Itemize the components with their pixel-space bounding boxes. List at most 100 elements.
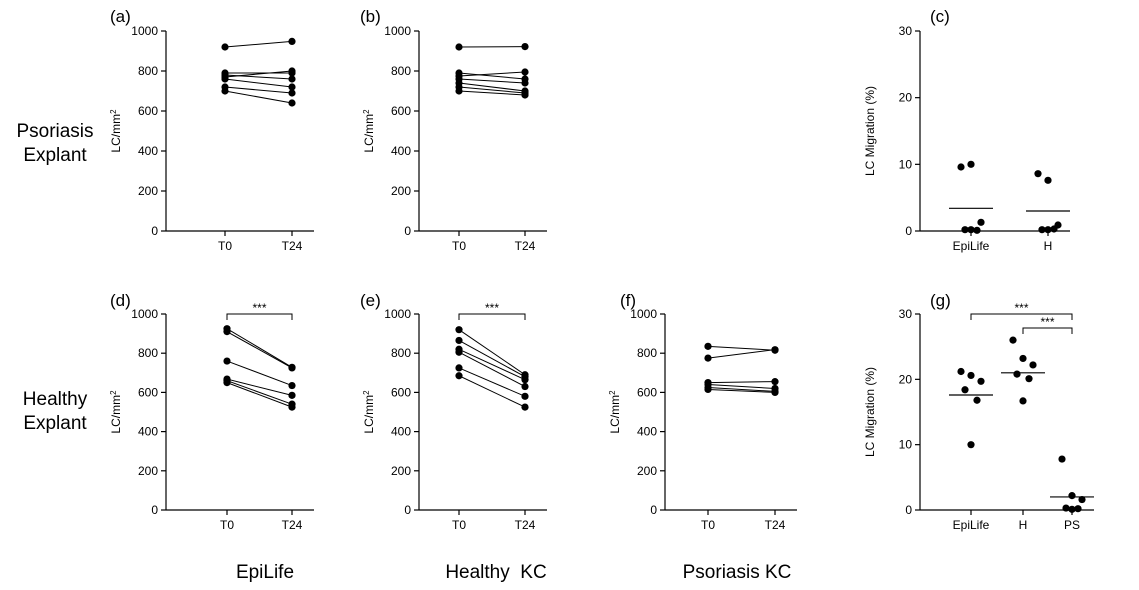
y-tick-label: 800 [391, 64, 411, 78]
data-point [288, 99, 296, 107]
x-tick-label: T0 [452, 518, 466, 532]
x-tick-label: H [1044, 239, 1053, 253]
significance-bracket [1022, 327, 1073, 334]
panel-letter: (b) [360, 7, 381, 26]
data-point [771, 346, 779, 354]
y-tick-label: 200 [138, 464, 158, 478]
paired-line [226, 331, 293, 369]
x-tick-label: T24 [515, 518, 536, 532]
data-point [288, 364, 296, 372]
paired-line [458, 86, 526, 94]
y-tick-label: 600 [391, 104, 411, 118]
paired-line [224, 40, 293, 48]
y-tick-label: 1000 [384, 24, 411, 38]
data-point [288, 37, 296, 46]
paired-line [458, 375, 526, 408]
data-point [455, 348, 463, 356]
paired-line [458, 82, 526, 92]
data-point [521, 403, 529, 411]
data-point [223, 357, 231, 365]
x-tick-label: PS [1064, 518, 1080, 532]
y-axis-title: LC/mm2 [109, 390, 124, 434]
x-tick-label: EpiLife [953, 518, 990, 532]
data-point [977, 377, 985, 385]
data-point [223, 379, 231, 387]
paired-line [224, 70, 293, 78]
y-tick-label: 30 [899, 24, 913, 38]
paired-line [224, 78, 293, 88]
data-point [288, 403, 296, 411]
paired-line [224, 90, 293, 104]
data-point [704, 354, 712, 362]
panel-letter: (a) [110, 7, 131, 26]
row-label-line-2: Explant [23, 413, 87, 434]
y-tick-label: 200 [138, 184, 158, 198]
data-point [967, 226, 975, 234]
data-point [521, 392, 529, 400]
paired-line [226, 382, 293, 408]
y-tick-label: 800 [637, 346, 657, 360]
y-tick-label: 400 [138, 144, 158, 158]
x-tick-label: H [1019, 518, 1028, 532]
y-tick-label: 400 [637, 425, 657, 439]
x-tick-label: EpiLife [953, 239, 990, 253]
panel-a: (a) 0 200 400 600 800 1000 T0 T24 LC/mm2 [109, 7, 314, 253]
y-tick-label: 1000 [384, 307, 411, 321]
y-tick-label: 400 [391, 425, 411, 439]
paired-line [458, 340, 526, 378]
y-tick-label: 200 [391, 464, 411, 478]
row-label-line-1: Psoriasis [16, 121, 94, 142]
y-tick-label: 600 [637, 385, 657, 399]
y-tick-label: 0 [905, 224, 912, 238]
x-tick-label: T0 [701, 518, 715, 532]
data-point [221, 87, 229, 95]
y-tick-label: 0 [404, 503, 411, 517]
paired-line [224, 86, 293, 94]
significance-label: *** [1040, 315, 1054, 329]
data-point [1019, 354, 1027, 363]
data-point [1050, 225, 1058, 233]
data-point [455, 43, 463, 51]
data-point [1062, 504, 1070, 512]
column-label-healthy-kc: Healthy KC [445, 562, 547, 583]
data-point [288, 75, 296, 83]
x-tick-label: T24 [765, 518, 786, 532]
data-point [1078, 495, 1086, 504]
panel-g: (g) 0 10 20 30 EpiLife H PS LC Migration (%) *** *… [863, 291, 1094, 532]
y-tick-label: 800 [391, 346, 411, 360]
y-tick-label: 0 [905, 503, 912, 517]
column-label-psoriasis-kc: Psoriasis KC [682, 562, 792, 583]
data-point [223, 328, 231, 336]
data-point [521, 68, 529, 76]
significance-bracket [458, 313, 526, 320]
y-axis-title: LC/mm2 [362, 109, 377, 153]
y-tick-label: 10 [899, 157, 913, 171]
y-tick-label: 400 [138, 425, 158, 439]
data-point [957, 367, 965, 376]
data-point [961, 386, 969, 394]
data-point [967, 371, 975, 380]
paired-line [458, 90, 526, 96]
paired-line [458, 72, 526, 80]
y-tick-label: 800 [138, 346, 158, 360]
panel-letter: (e) [360, 291, 381, 310]
y-tick-label: 1000 [630, 307, 657, 321]
column-label-epilife: EpiLife [235, 562, 295, 583]
data-point [1034, 170, 1042, 178]
data-point [521, 79, 529, 87]
paired-line [458, 71, 526, 77]
data-point [1044, 176, 1052, 184]
data-point [967, 160, 975, 168]
y-tick-label: 1000 [131, 24, 158, 38]
y-axis-title: LC/mm2 [608, 390, 623, 434]
data-point [1068, 505, 1076, 513]
panel-letter: (f) [620, 291, 636, 310]
panel-f: (f) 0 200 400 600 800 1000 T0 T24 LC/mm2 [608, 291, 797, 532]
data-point [1038, 226, 1046, 234]
y-axis-title: LC Migration (%) [863, 86, 877, 176]
panel-letter: (c) [930, 7, 950, 26]
data-point [771, 378, 779, 386]
data-point [455, 336, 463, 345]
data-point [967, 441, 975, 449]
data-point [1058, 455, 1066, 463]
